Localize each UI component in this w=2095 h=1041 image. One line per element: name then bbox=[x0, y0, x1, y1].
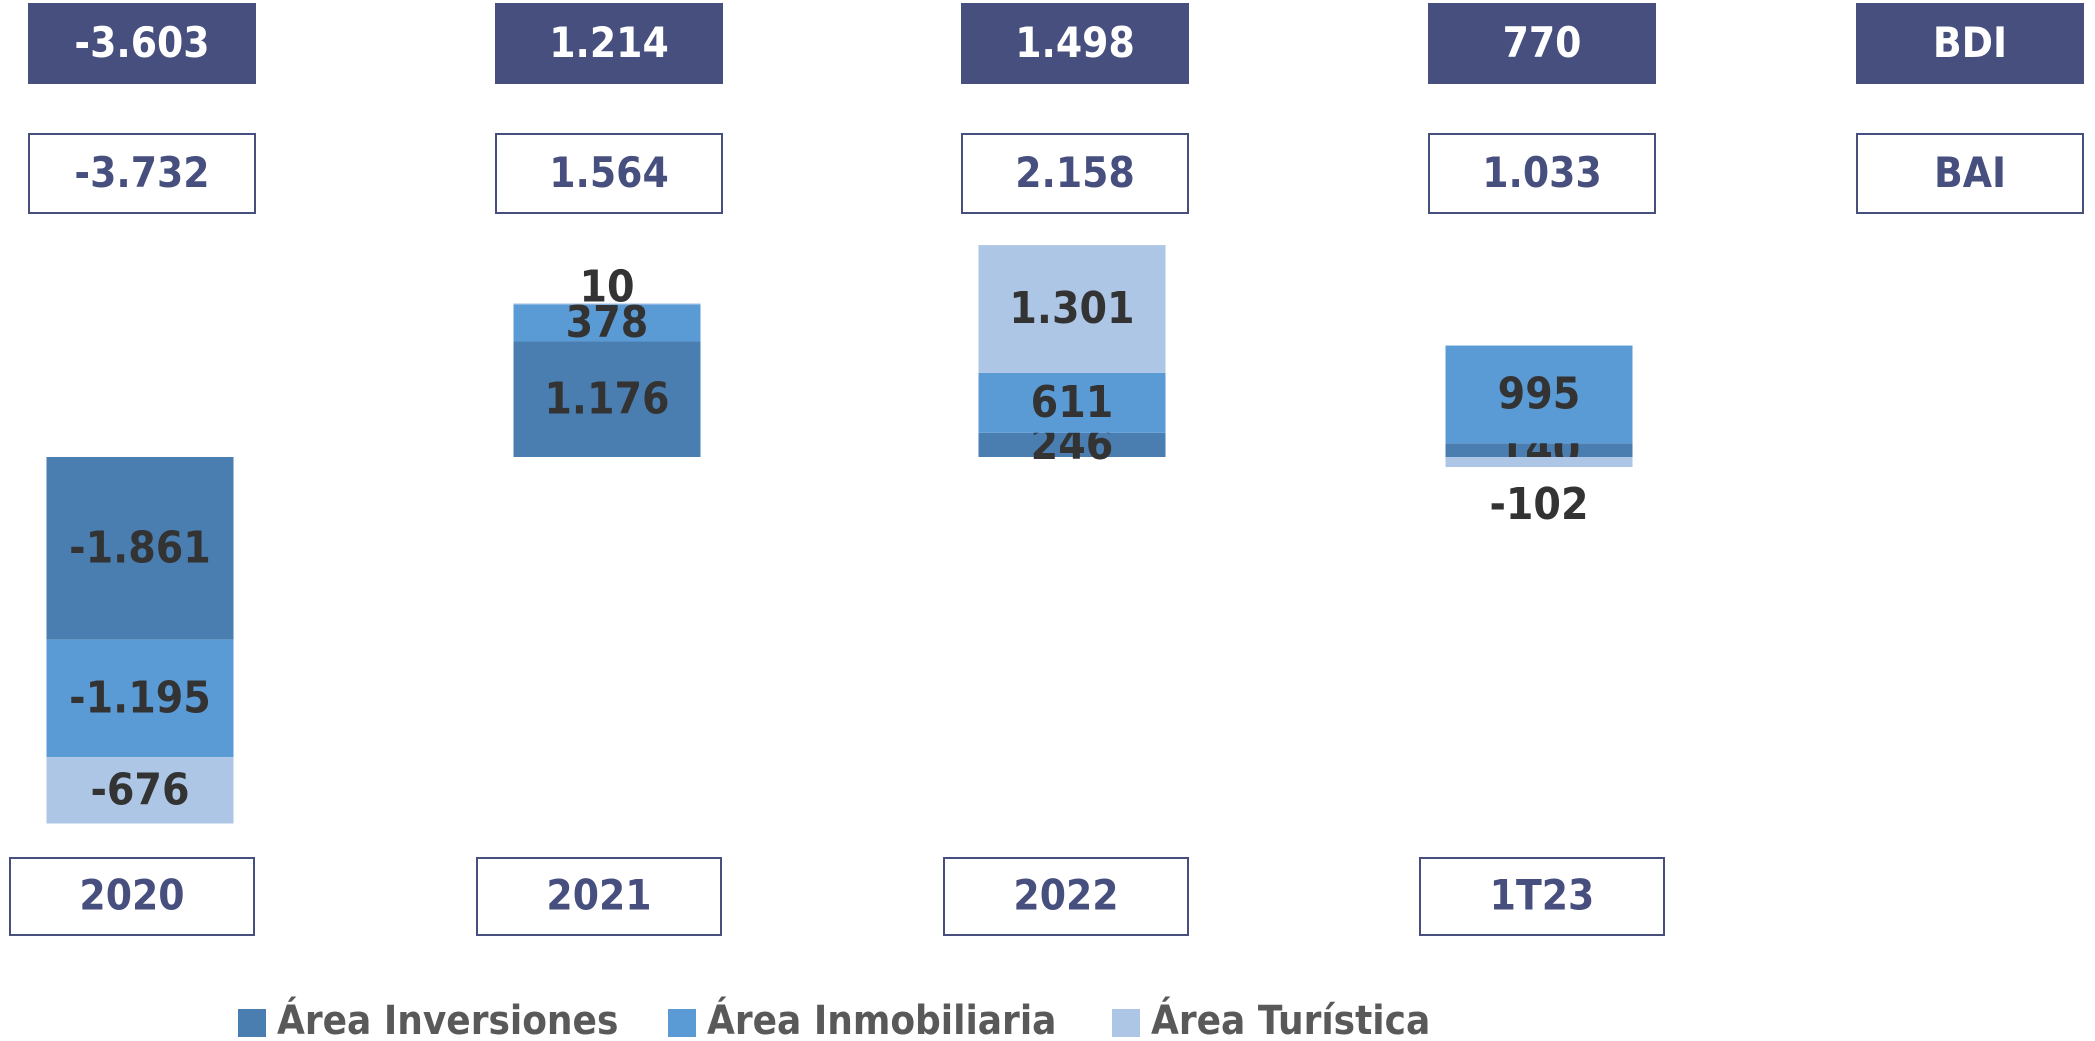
category-box bbox=[9, 857, 255, 936]
bdi-box bbox=[28, 3, 256, 84]
bar-segment bbox=[978, 245, 1166, 373]
legend-swatch bbox=[668, 1009, 696, 1037]
row-value: -3.732 bbox=[74, 148, 209, 197]
data-label: 611 bbox=[1031, 377, 1114, 428]
bar-segment bbox=[513, 303, 701, 305]
bar-segment bbox=[978, 372, 1166, 433]
bai-box bbox=[28, 133, 256, 214]
bar-segment bbox=[46, 457, 234, 640]
category-label: 1T23 bbox=[1490, 871, 1595, 920]
row-value: 1.498 bbox=[1015, 18, 1135, 67]
category-box bbox=[476, 857, 722, 936]
row-value: 2.158 bbox=[1015, 148, 1135, 197]
bdi-box bbox=[961, 3, 1189, 84]
legend-label: Área Inmobiliaria bbox=[707, 996, 1056, 1041]
legend-swatch bbox=[238, 1009, 266, 1037]
legend-label: Área Turística bbox=[1151, 996, 1430, 1041]
data-label: 10 bbox=[579, 261, 634, 312]
bar-segment bbox=[1445, 443, 1633, 457]
bar-segment bbox=[46, 757, 234, 824]
row-value: 1.214 bbox=[549, 18, 669, 67]
legend-swatch bbox=[1112, 1009, 1140, 1037]
bar-segment bbox=[513, 341, 701, 457]
bai-box bbox=[961, 133, 1189, 214]
data-label: 1.301 bbox=[1009, 283, 1134, 334]
category-box bbox=[1419, 857, 1665, 936]
legend-label: Área Inversiones bbox=[277, 996, 618, 1041]
bar-segment bbox=[978, 432, 1166, 457]
row-value: 1.033 bbox=[1482, 148, 1602, 197]
row-value: 770 bbox=[1503, 18, 1582, 67]
data-label: -102 bbox=[1489, 479, 1588, 530]
data-label: -1.861 bbox=[69, 522, 211, 573]
data-label: -1.195 bbox=[69, 672, 211, 723]
category-label: 2020 bbox=[79, 871, 184, 920]
data-label: 378 bbox=[566, 297, 649, 348]
category-box bbox=[943, 857, 1189, 936]
bai-box bbox=[1428, 133, 1656, 214]
row-value: BDI bbox=[1933, 18, 2007, 67]
row-value: 1.564 bbox=[549, 148, 669, 197]
bai-box bbox=[495, 133, 723, 214]
data-label: -676 bbox=[90, 764, 189, 815]
data-label: 995 bbox=[1498, 368, 1581, 419]
bdi-box bbox=[1856, 3, 2084, 84]
row-value: -3.603 bbox=[74, 18, 209, 67]
bdi-box bbox=[495, 3, 723, 84]
bar-segment bbox=[513, 304, 701, 342]
category-label: 2021 bbox=[546, 871, 651, 920]
category-label: 2022 bbox=[1013, 871, 1118, 920]
data-label: 1.176 bbox=[544, 373, 669, 424]
bdi-box bbox=[1428, 3, 1656, 84]
row-value: BAI bbox=[1934, 148, 2006, 197]
bar-segment bbox=[1445, 457, 1633, 468]
bar-segment bbox=[1445, 345, 1633, 444]
bai-box bbox=[1856, 133, 2084, 214]
bar-segment bbox=[46, 639, 234, 758]
